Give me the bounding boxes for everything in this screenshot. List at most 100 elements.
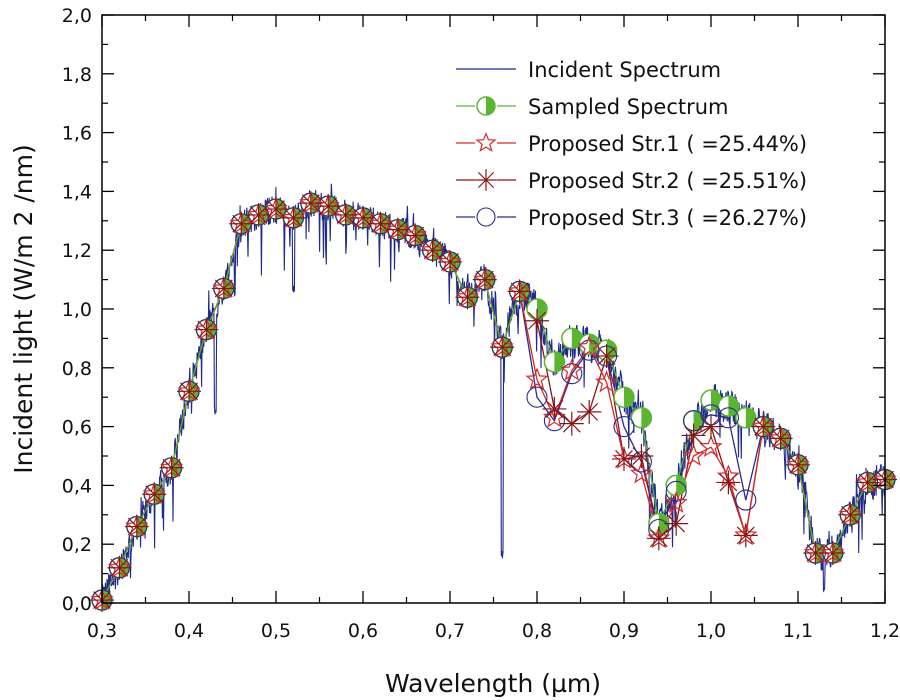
marker-asterisk xyxy=(194,317,219,342)
marker-asterisk xyxy=(438,249,462,274)
marker-asterisk-arm xyxy=(719,473,738,492)
x-tick-label: 0,3 xyxy=(87,620,117,642)
marker-asterisk xyxy=(768,426,793,451)
y-axis-title: Incident light (W/m 2 /nm) xyxy=(9,144,38,474)
marker-half-fill xyxy=(624,387,634,408)
marker-open-circle xyxy=(578,339,600,361)
marker-asterisk-arm xyxy=(510,282,529,301)
marker-asterisk xyxy=(351,205,375,230)
marker-circle xyxy=(526,386,548,408)
marker-asterisk xyxy=(699,414,723,439)
legend-item: Proposed Str.2 ( =25.51%) xyxy=(456,169,807,193)
marker-half-fill xyxy=(676,475,687,496)
marker-asterisk-arm xyxy=(406,226,425,245)
legend-item: Proposed Str.1 ( =25.44%) xyxy=(456,131,807,156)
marker-star xyxy=(629,461,653,484)
marker-asterisk xyxy=(455,285,480,310)
marker-asterisk xyxy=(298,191,323,216)
marker-star xyxy=(577,334,601,358)
marker-asterisk xyxy=(664,511,689,536)
marker-asterisk-arm xyxy=(214,279,233,298)
marker-asterisk-arm xyxy=(197,320,216,339)
x-tick-label: 0,5 xyxy=(261,620,291,642)
x-axis: 0,3 0,4 0,5 0,6 0,7 0,8 0,9 1,0 1,1 1,2 xyxy=(87,15,900,642)
marker-asterisk-arm xyxy=(771,429,790,448)
marker-star xyxy=(595,370,619,393)
marker-star xyxy=(560,358,584,381)
marker-open-circle xyxy=(665,480,687,502)
legend: Incident Spectrum Sampled Spectrum Propose… xyxy=(456,58,807,230)
marker-half-fill xyxy=(486,97,495,115)
marker-asterisk-arm xyxy=(145,485,164,504)
marker-asterisk-arm xyxy=(301,194,320,213)
x-tick-label: 0,9 xyxy=(609,620,639,642)
marker-asterisk xyxy=(124,514,149,539)
marker-star xyxy=(699,435,723,458)
marker-star xyxy=(682,443,706,466)
marker-asterisk-arm xyxy=(615,450,633,468)
legend-item: Sampled Spectrum xyxy=(456,95,729,119)
legend-label: Proposed Str.2 ( =25.51%) xyxy=(528,169,807,193)
series-line-half-filled-circle xyxy=(102,202,885,601)
marker-asterisk xyxy=(507,279,532,304)
marker-asterisk xyxy=(855,470,880,495)
marker-asterisk xyxy=(612,446,636,471)
x-tick-label: 0,6 xyxy=(348,620,378,642)
marker-asterisk xyxy=(142,482,167,507)
series-markers-layer xyxy=(90,191,897,613)
marker-star xyxy=(542,405,566,428)
marker-half-filled-circle xyxy=(613,386,635,408)
marker-asterisk-arm xyxy=(477,171,495,189)
marker-asterisk-arm xyxy=(754,417,773,436)
marker-circle xyxy=(476,207,496,227)
marker-half-fill xyxy=(641,407,652,428)
marker-half-filled-circle xyxy=(665,474,687,497)
marker-asterisk-arm xyxy=(702,417,720,436)
marker-asterisk-arm xyxy=(267,200,285,218)
legend-item: Proposed Str.3 ( =26.27%) xyxy=(456,206,807,230)
x-axis-title: Wavelength (µm) xyxy=(385,669,601,698)
legend-label: Incident Spectrum xyxy=(528,58,721,82)
marker-half-fill xyxy=(658,513,669,534)
marker-star xyxy=(525,367,549,390)
x-tick-label: 0,8 xyxy=(522,620,552,642)
marker-asterisk-arm xyxy=(423,241,442,260)
marker-asterisk-arm xyxy=(232,214,251,233)
marker-asterisk xyxy=(525,308,549,333)
series-lines-layer xyxy=(102,202,885,601)
marker-asterisk xyxy=(542,396,567,421)
marker-asterisk xyxy=(264,197,288,222)
marker-asterisk-arm xyxy=(667,514,686,533)
marker-circle xyxy=(717,407,739,429)
marker-circle xyxy=(665,480,687,502)
marker-asterisk xyxy=(229,211,254,236)
marker-asterisk xyxy=(368,211,393,236)
marker-asterisk xyxy=(385,217,410,242)
marker-asterisk xyxy=(177,379,201,404)
marker-asterisk-arm xyxy=(110,558,129,577)
legend-label: Proposed Str.1 ( =25.44%) xyxy=(528,132,807,156)
marker-asterisk xyxy=(159,455,184,480)
marker-asterisk-arm xyxy=(649,529,668,548)
legend-marker-bg xyxy=(475,206,497,228)
marker-star xyxy=(699,435,723,458)
x-tick-label: 1,2 xyxy=(870,620,900,642)
marker-open-circle xyxy=(476,207,496,227)
marker-star xyxy=(664,490,688,513)
marker-asterisk xyxy=(403,223,428,248)
incident-spectrum-line xyxy=(102,183,885,603)
marker-half-filled-circle xyxy=(717,395,740,417)
marker-asterisk-arm xyxy=(162,458,181,477)
incident-spectrum-layer xyxy=(102,183,885,603)
marker-asterisk-arm xyxy=(580,402,599,421)
marker-asterisk xyxy=(838,502,863,527)
marker-circle xyxy=(613,416,635,438)
marker-star xyxy=(595,370,619,393)
marker-asterisk xyxy=(333,202,358,227)
y-tick-label: 1,2 xyxy=(62,240,92,262)
marker-asterisk-arm xyxy=(736,526,755,545)
marker-asterisk-arm xyxy=(806,544,825,562)
marker-asterisk xyxy=(681,423,706,448)
marker-circle xyxy=(561,363,583,385)
series-line-open-circle xyxy=(102,202,885,601)
